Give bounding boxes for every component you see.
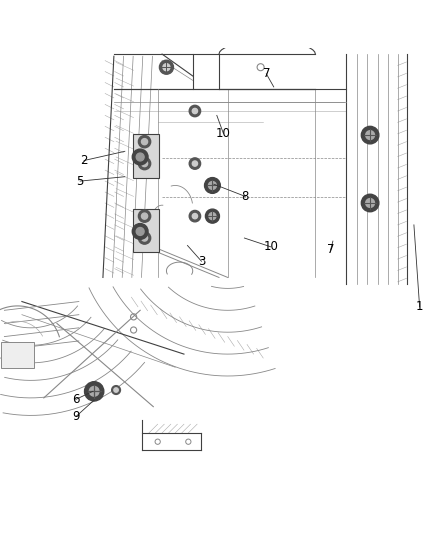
Text: 9: 9 [72,410,80,423]
Circle shape [366,199,374,207]
Text: 6: 6 [72,393,80,406]
Text: 10: 10 [263,240,278,253]
Circle shape [138,157,151,169]
Circle shape [141,213,148,219]
Circle shape [136,228,144,236]
Circle shape [361,126,379,144]
Text: 7: 7 [262,67,270,80]
Circle shape [192,108,198,114]
Text: 2: 2 [80,154,88,167]
Circle shape [208,182,216,189]
Circle shape [366,131,374,140]
Text: 10: 10 [216,127,231,140]
Circle shape [159,60,173,74]
FancyBboxPatch shape [1,342,34,368]
Circle shape [138,210,151,222]
Circle shape [189,106,201,117]
Circle shape [132,149,148,165]
Circle shape [205,209,219,223]
Text: 8: 8 [242,190,249,203]
Circle shape [189,158,201,169]
Text: 7: 7 [327,244,335,256]
Circle shape [138,232,151,244]
Circle shape [205,177,220,193]
Circle shape [112,386,120,394]
Circle shape [141,235,148,241]
FancyBboxPatch shape [133,209,159,252]
Circle shape [85,382,104,401]
Circle shape [132,223,148,239]
Circle shape [136,153,144,161]
FancyBboxPatch shape [133,134,159,177]
Circle shape [138,135,151,148]
Circle shape [189,211,201,222]
Text: 1: 1 [416,300,424,313]
Circle shape [141,139,148,145]
Circle shape [141,160,148,167]
Circle shape [192,214,198,219]
Circle shape [361,194,379,212]
Circle shape [209,213,216,220]
Circle shape [192,161,198,166]
Circle shape [89,386,99,396]
Text: 5: 5 [77,175,84,188]
Circle shape [163,64,170,71]
Circle shape [114,388,118,392]
Text: 3: 3 [198,255,205,268]
